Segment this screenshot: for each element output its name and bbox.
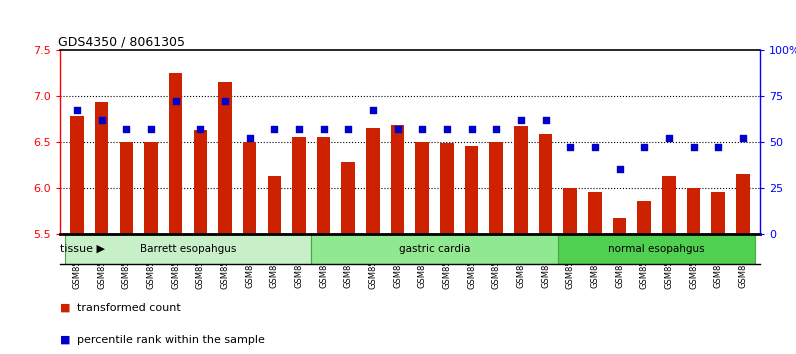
Bar (687, 188, 700, 234)
Point (367, 108, 380, 113)
Bar (70, 116, 84, 234)
Bar (292, 137, 306, 234)
Point (440, 126, 453, 132)
Bar (144, 142, 158, 234)
Bar (490, 142, 503, 234)
Point (392, 126, 404, 132)
Point (490, 126, 502, 132)
Point (514, 117, 527, 122)
Bar (638, 201, 651, 234)
Point (613, 166, 626, 172)
Bar (514, 126, 528, 234)
Bar (712, 192, 725, 234)
Bar (440, 143, 454, 234)
Bar (366, 128, 380, 234)
Point (170, 98, 182, 104)
Point (539, 117, 552, 122)
Bar (391, 125, 404, 234)
Point (465, 126, 478, 132)
Point (318, 126, 330, 132)
Point (244, 135, 256, 141)
Bar (119, 142, 133, 234)
Point (342, 126, 355, 132)
Bar (588, 192, 602, 234)
Bar (662, 176, 676, 234)
Point (71, 108, 84, 113)
Bar (613, 218, 626, 234)
Text: transformed count: transformed count (77, 303, 181, 313)
Bar (317, 137, 330, 234)
Text: GDS4350 / 8061305: GDS4350 / 8061305 (58, 35, 185, 48)
Bar (465, 146, 478, 234)
Bar (736, 174, 750, 234)
Bar (539, 134, 552, 234)
Point (712, 144, 724, 150)
Bar (218, 82, 232, 234)
Text: normal esopahgus: normal esopahgus (608, 244, 705, 254)
Point (145, 126, 158, 132)
Point (564, 144, 576, 150)
Point (687, 144, 700, 150)
Bar (311, 234, 558, 264)
Point (120, 126, 133, 132)
Point (662, 135, 675, 141)
Bar (416, 142, 429, 234)
Point (219, 98, 232, 104)
Text: ■: ■ (60, 303, 70, 313)
Text: ■: ■ (60, 335, 70, 345)
Point (416, 126, 428, 132)
Bar (558, 234, 755, 264)
Bar (169, 73, 182, 234)
Bar (341, 162, 355, 234)
Point (293, 126, 306, 132)
Bar (64, 234, 311, 264)
Point (736, 135, 749, 141)
Point (194, 126, 207, 132)
Bar (193, 130, 207, 234)
Bar (243, 142, 256, 234)
Point (638, 144, 650, 150)
Text: gastric cardia: gastric cardia (399, 244, 470, 254)
Bar (95, 102, 108, 234)
Bar (564, 188, 577, 234)
Point (268, 126, 281, 132)
Bar (267, 176, 281, 234)
Point (96, 117, 108, 122)
Text: percentile rank within the sample: percentile rank within the sample (77, 335, 265, 345)
Text: Barrett esopahgus: Barrett esopahgus (140, 244, 236, 254)
Text: tissue ▶: tissue ▶ (60, 244, 105, 254)
Point (588, 144, 601, 150)
